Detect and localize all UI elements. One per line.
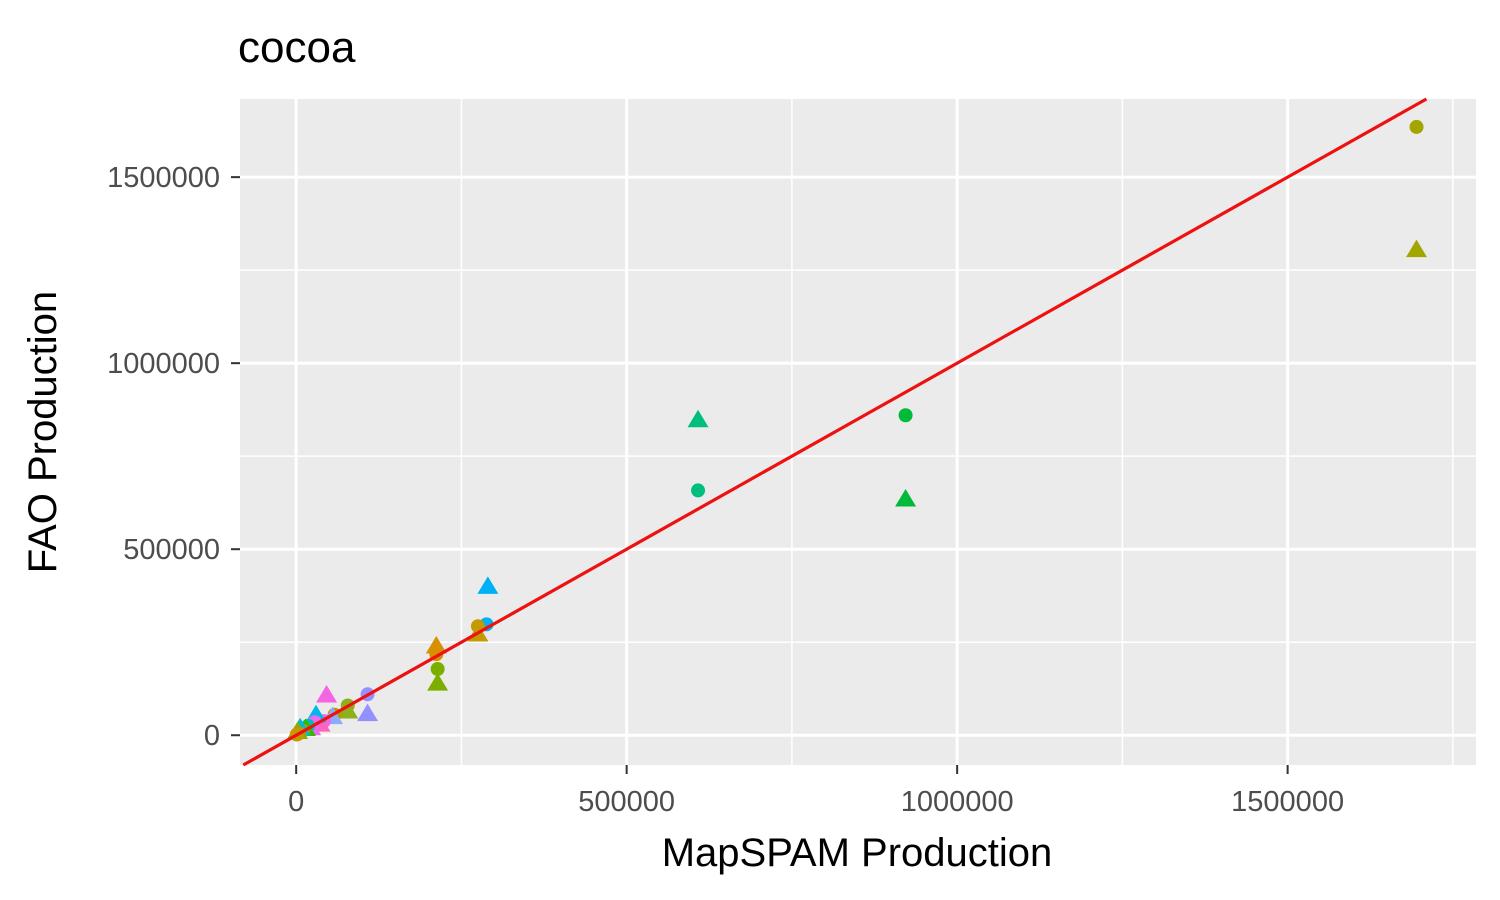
x-axis-ticks: 0 500000 1000000 1500000 (288, 765, 1344, 818)
data-point-triangle (357, 703, 379, 722)
data-point-circle (1409, 119, 1424, 134)
data-point-triangle (477, 576, 499, 594)
x-tick-label: 0 (288, 786, 304, 818)
data-point-circle (430, 662, 445, 677)
data-point-triangle (337, 701, 359, 719)
data-point-triangle (425, 635, 447, 654)
minor-gridlines (240, 99, 1476, 765)
major-gridlines (240, 99, 1476, 765)
data-point-triangle (316, 685, 338, 703)
y-tick-label: 0 (204, 720, 220, 752)
data-point-circle (691, 483, 706, 498)
x-axis-title: MapSPAM Production (662, 831, 1053, 875)
data-point-triangle (1406, 239, 1428, 258)
reference-line-group (242, 97, 1428, 767)
x-tick-label: 500000 (578, 786, 675, 818)
chart-title: cocoa (238, 23, 356, 72)
plot-panel (240, 99, 1476, 765)
data-point-triangle (895, 488, 917, 507)
data-point-triangle (687, 409, 709, 428)
x-tick-label: 1500000 (1231, 786, 1344, 818)
data-point-circle (898, 408, 913, 423)
y-tick-label: 1500000 (107, 162, 220, 194)
data-point-triangle (427, 673, 449, 691)
x-tick-label: 1000000 (901, 786, 1014, 818)
y-axis-ticks: 0 500000 1000000 1500000 (107, 162, 240, 752)
y-axis-title: FAO Production (21, 291, 65, 573)
y-tick-label: 1000000 (107, 348, 220, 380)
y-tick-label: 500000 (123, 534, 220, 566)
reference-line (242, 97, 1428, 767)
